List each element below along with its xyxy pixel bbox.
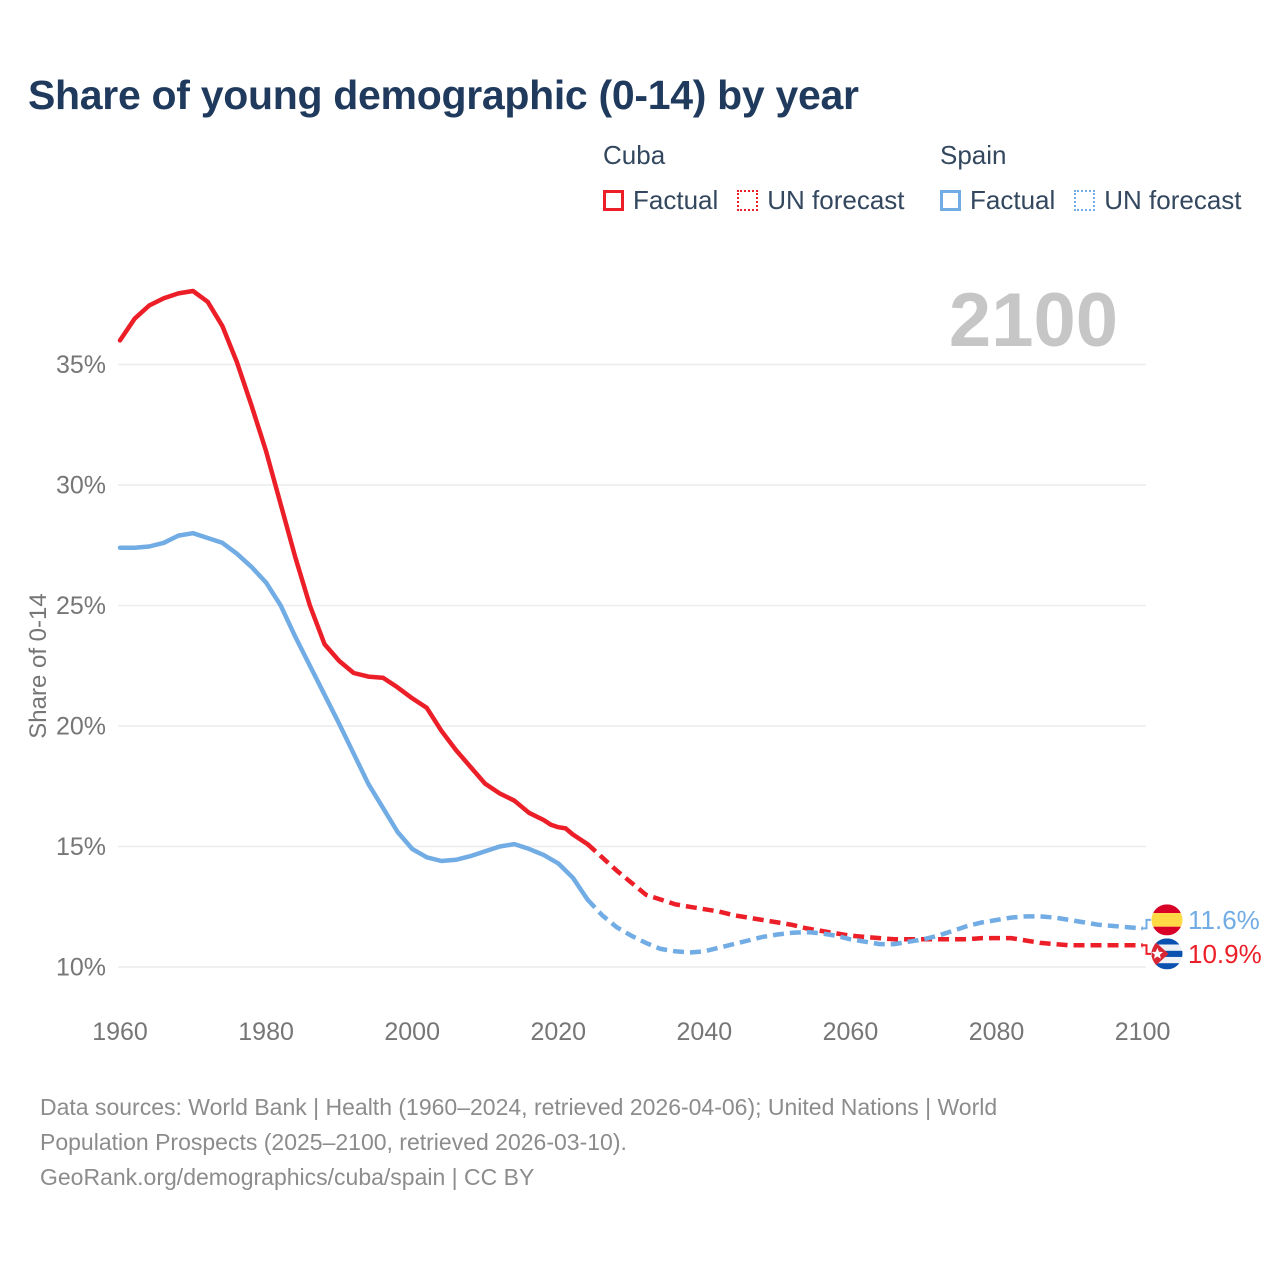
- x-tick-label: 1980: [238, 1018, 294, 1046]
- legend-swatch-solid-icon[interactable]: [940, 190, 961, 211]
- x-tick-label: 2060: [823, 1018, 879, 1046]
- footer-line-attribution: GeoRank.org/demographics/cuba/spain | CC…: [40, 1164, 535, 1190]
- x-tick-label: 2040: [677, 1018, 733, 1046]
- legend-item-factual[interactable]: Factual: [633, 185, 719, 215]
- legend-group-spain: Spain Factual UN forecast: [940, 140, 1242, 216]
- series-line-spain-forecast: [585, 897, 1143, 955]
- x-tick-label: 1960: [92, 1018, 148, 1046]
- footer-line-sources: Data sources: World Bank | Health (1960–…: [40, 1094, 998, 1120]
- spain-flag-icon: [1151, 904, 1183, 936]
- legend-swatch-dotted-icon[interactable]: [737, 190, 759, 211]
- end-label-cuba: 10.9%: [1188, 939, 1262, 969]
- flag-band: [1151, 926, 1183, 936]
- x-tick-label: 2100: [1115, 1018, 1171, 1046]
- legend-header-cuba: Cuba: [603, 140, 666, 170]
- legend-row-spain: Factual UN forecast: [940, 185, 1242, 216]
- page-title: Share of young demographic (0-14) by yea…: [28, 72, 859, 118]
- legend-group-cuba: Cuba Factual UN forecast: [603, 140, 905, 216]
- legend-swatch-dotted-icon[interactable]: [1074, 190, 1096, 211]
- footer-line-sources-2: Population Prospects (2025–2100, retriev…: [40, 1129, 627, 1155]
- connector-line: [1141, 944, 1151, 955]
- y-axis-title: Share of 0-14: [25, 593, 52, 738]
- y-tick-label: 30%: [56, 472, 106, 500]
- series-line-cuba-forecast: [585, 842, 1143, 948]
- y-tick-label: 10%: [56, 954, 106, 982]
- footer: Data sources: World Bank | Health (1960–…: [40, 1090, 1160, 1195]
- flag-band: [1151, 904, 1183, 914]
- legend-row-cuba: Factual UN forecast: [603, 185, 905, 216]
- legend-item-factual[interactable]: Factual: [970, 185, 1056, 215]
- x-tick-label: 2000: [384, 1018, 440, 1046]
- y-tick-label: 25%: [56, 592, 106, 620]
- x-tick-label: 2080: [969, 1018, 1025, 1046]
- cuba-flag-icon: [1151, 938, 1183, 970]
- legend-item-un-forecast[interactable]: UN forecast: [1104, 185, 1242, 215]
- flag-stripe: [1151, 963, 1183, 970]
- series-line-cuba-factual: [117, 288, 590, 847]
- series-line-spain-factual: [117, 530, 590, 902]
- flag-star: [1151, 947, 1164, 959]
- flag-stripe: [1151, 938, 1183, 945]
- flag-stripe: [1151, 956, 1183, 964]
- connector-line: [1141, 918, 1151, 930]
- legend-swatch-solid-icon[interactable]: [603, 190, 624, 211]
- watermark-year: 2100: [949, 278, 1118, 363]
- legend-item-un-forecast[interactable]: UN forecast: [767, 185, 905, 215]
- y-tick-label: 20%: [56, 713, 106, 741]
- x-tick-label: 2020: [530, 1018, 586, 1046]
- flag-stripe: [1151, 944, 1183, 951]
- flag-band: [1151, 913, 1183, 927]
- y-tick-label: 35%: [56, 351, 106, 379]
- y-tick-label: 15%: [56, 833, 106, 861]
- end-label-spain: 11.6%: [1188, 905, 1260, 935]
- legend-header-spain: Spain: [940, 140, 1007, 170]
